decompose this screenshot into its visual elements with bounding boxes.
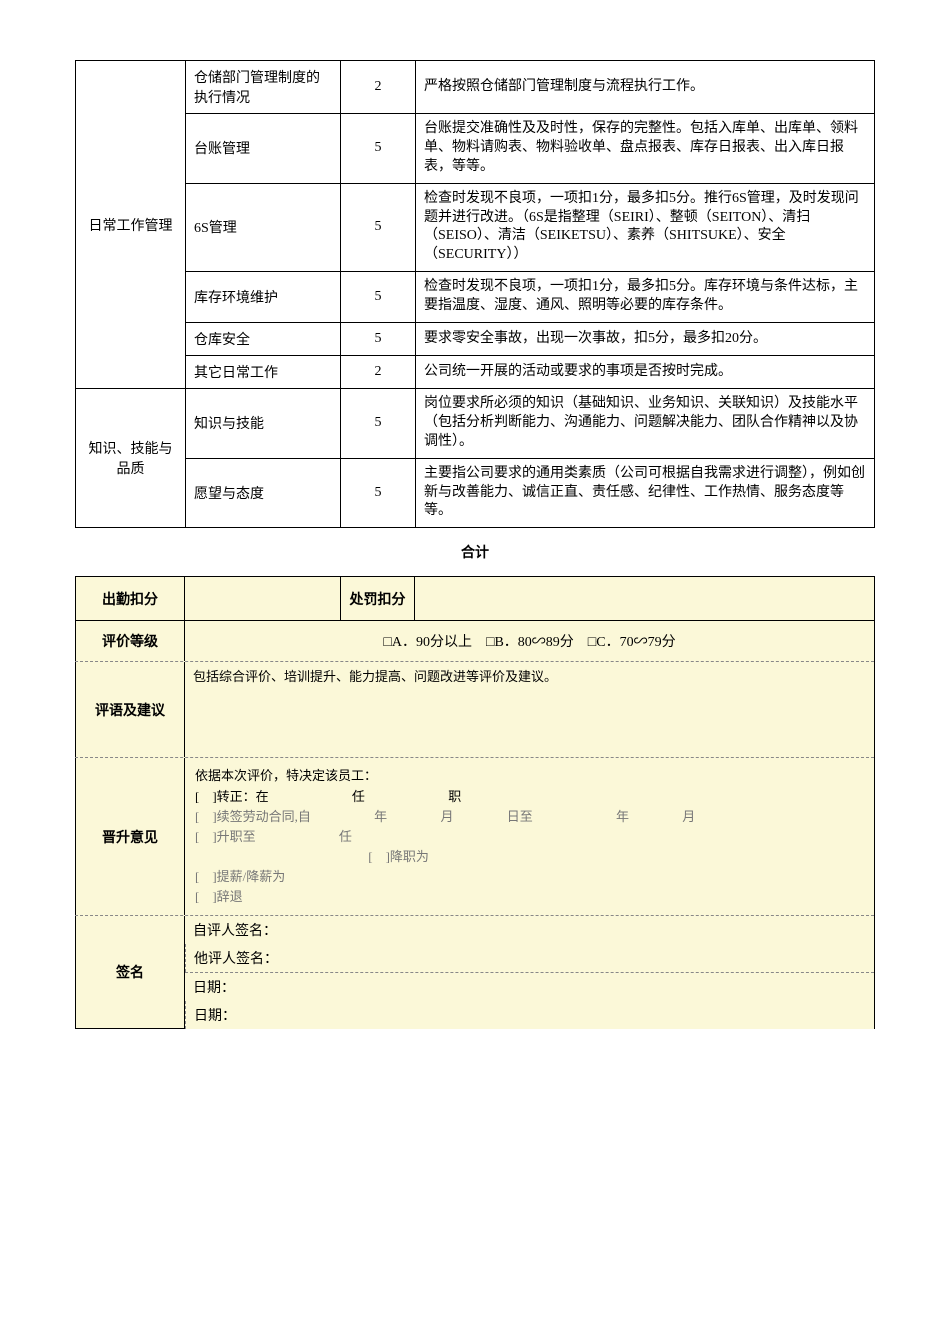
suggestion-row: 评语及建议 包括综合评价、培训提升、能力提高、问题改进等评价及建议。 — [75, 662, 874, 758]
item-cell: 仓库安全 — [186, 323, 341, 356]
item-cell: 仓储部门管理制度的执行情况 — [186, 61, 341, 114]
promo-intro: 依据本次评价，特决定该员工： — [195, 766, 864, 786]
table-row: 知识、技能与品质 知识与技能 5 岗位要求所必须的知识（基础知识、业务知识、关联… — [76, 389, 875, 459]
signature-name-row: 自评人签名： 他评人签名： — [185, 916, 874, 973]
desc-cell: 要求零安全事故，出现一次事故，扣5分，最多扣20分。 — [416, 323, 875, 356]
promo-word-to: 日至 — [507, 809, 533, 824]
table-row: 日常工作管理 仓储部门管理制度的执行情况 2 严格按照仓储部门管理制度与流程执行… — [76, 61, 875, 114]
promo-line-salary: [ ]提薪/降薪为 — [195, 867, 864, 887]
desc-cell: 台账提交准确性及及时性，保存的完整性。包括入库单、出库单、领料单、物料请购表、物… — [416, 114, 875, 184]
self-date: 日期： — [185, 973, 530, 1001]
category-cell: 知识、技能与品质 — [76, 389, 186, 528]
promo-word-year2: 年 — [616, 809, 629, 824]
score-cell: 5 — [341, 183, 416, 272]
lower-form: 出勤扣分 处罚扣分 评价等级 □A．90分以上 □B．80∽89分 □C．70∽… — [75, 576, 875, 1029]
promo-opt-demote: [ ]降职为 — [368, 849, 429, 864]
promo-word-month2: 月 — [682, 809, 695, 824]
promo-opt-regular: [ ]转正：在 — [195, 789, 269, 804]
self-signature: 自评人签名： — [185, 916, 530, 944]
item-cell: 库存环境维护 — [186, 272, 341, 323]
promo-line-dismiss: [ ]辞退 — [195, 887, 864, 907]
signature-date-row: 日期： 日期： — [185, 973, 874, 1029]
penalty-deduction-label: 处罚扣分 — [340, 577, 415, 620]
score-cell: 5 — [341, 458, 416, 528]
score-cell: 5 — [341, 389, 416, 459]
signature-block: 签名 自评人签名： 他评人签名： 日期： 日期： — [75, 916, 874, 1029]
attendance-deduction-value — [185, 577, 340, 620]
assessment-table: 日常工作管理 仓储部门管理制度的执行情况 2 严格按照仓储部门管理制度与流程执行… — [75, 60, 875, 528]
grade-label: 评价等级 — [75, 621, 185, 661]
promo-opt-promote: [ ]升职至 — [195, 829, 256, 844]
deduction-row: 出勤扣分 处罚扣分 — [75, 577, 874, 621]
promo-opt-contract: [ ]续签劳动合同,自 — [195, 809, 311, 824]
promo-word-year1: 年 — [374, 809, 387, 824]
promo-word-zhi: 职 — [448, 789, 461, 804]
table-row: 库存环境维护 5 检查时发现不良项，一项扣1分，最多扣5分。库存环境与条件达标，… — [76, 272, 875, 323]
item-cell: 6S管理 — [186, 183, 341, 272]
desc-cell: 严格按照仓储部门管理制度与流程执行工作。 — [416, 61, 875, 114]
promotion-row: 晋升意见 依据本次评价，特决定该员工： [ ]转正：在 任 职 [ ]续签劳动合… — [75, 758, 874, 916]
score-cell: 5 — [341, 114, 416, 184]
grade-options: □A．90分以上 □B．80∽89分 □C．70∽79分 — [185, 621, 874, 661]
table-row: 愿望与态度 5 主要指公司要求的通用类素质（公司可根据自我需求进行调整），例如创… — [76, 458, 875, 528]
promo-line-contract: [ ]续签劳动合同,自 年 月 日至 年 月 — [195, 807, 864, 827]
table-row: 其它日常工作 2 公司统一开展的活动或要求的事项是否按时完成。 — [76, 356, 875, 389]
signature-label: 签名 — [75, 916, 185, 1029]
promo-word-ren2: 任 — [339, 829, 352, 844]
other-date: 日期： — [185, 1001, 530, 1029]
desc-cell: 岗位要求所必须的知识（基础知识、业务知识、关联知识）及技能水平（包括分析判断能力… — [416, 389, 875, 459]
grade-row: 评价等级 □A．90分以上 □B．80∽89分 □C．70∽79分 — [75, 621, 874, 662]
item-cell: 台账管理 — [186, 114, 341, 184]
table-row: 台账管理 5 台账提交准确性及及时性，保存的完整性。包括入库单、出库单、领料单、… — [76, 114, 875, 184]
score-cell: 5 — [341, 323, 416, 356]
promotion-content: 依据本次评价，特决定该员工： [ ]转正：在 任 职 [ ]续签劳动合同,自 年… — [185, 758, 874, 915]
score-cell: 2 — [341, 61, 416, 114]
score-cell: 5 — [341, 272, 416, 323]
penalty-deduction-value — [415, 577, 874, 620]
promo-word-ren: 任 — [352, 789, 365, 804]
desc-cell: 公司统一开展的活动或要求的事项是否按时完成。 — [416, 356, 875, 389]
promo-line-regular: [ ]转正：在 任 职 — [195, 787, 864, 807]
sum-table: 合计 — [75, 528, 875, 576]
other-signature: 他评人签名： — [185, 944, 530, 972]
desc-cell: 检查时发现不良项，一项扣1分，最多扣5分。推行6S管理，及时发现问题并进行改进。… — [416, 183, 875, 272]
item-cell: 其它日常工作 — [186, 356, 341, 389]
item-cell: 知识与技能 — [186, 389, 341, 459]
promotion-label: 晋升意见 — [75, 758, 185, 915]
promo-word-month1: 月 — [440, 809, 453, 824]
attendance-deduction-label: 出勤扣分 — [75, 577, 185, 620]
table-row: 6S管理 5 检查时发现不良项，一项扣1分，最多扣5分。推行6S管理，及时发现问… — [76, 183, 875, 272]
item-cell: 愿望与态度 — [186, 458, 341, 528]
suggestion-hint: 包括综合评价、培训提升、能力提高、问题改进等评价及建议。 — [193, 669, 557, 684]
table-row: 仓库安全 5 要求零安全事故，出现一次事故，扣5分，最多扣20分。 — [76, 323, 875, 356]
category-cell: 日常工作管理 — [76, 61, 186, 389]
sum-row: 合计 — [75, 528, 875, 576]
sum-label: 合计 — [75, 528, 875, 576]
desc-cell: 检查时发现不良项，一项扣1分，最多扣5分。库存环境与条件达标，主要指温度、湿度、… — [416, 272, 875, 323]
suggestion-content: 包括综合评价、培训提升、能力提高、问题改进等评价及建议。 — [185, 662, 874, 757]
promo-line-promote: [ ]升职至 任 [ ]降职为 — [195, 827, 864, 867]
desc-cell: 主要指公司要求的通用类素质（公司可根据自我需求进行调整），例如创新与改善能力、诚… — [416, 458, 875, 528]
score-cell: 2 — [341, 356, 416, 389]
suggestion-label: 评语及建议 — [75, 662, 185, 757]
